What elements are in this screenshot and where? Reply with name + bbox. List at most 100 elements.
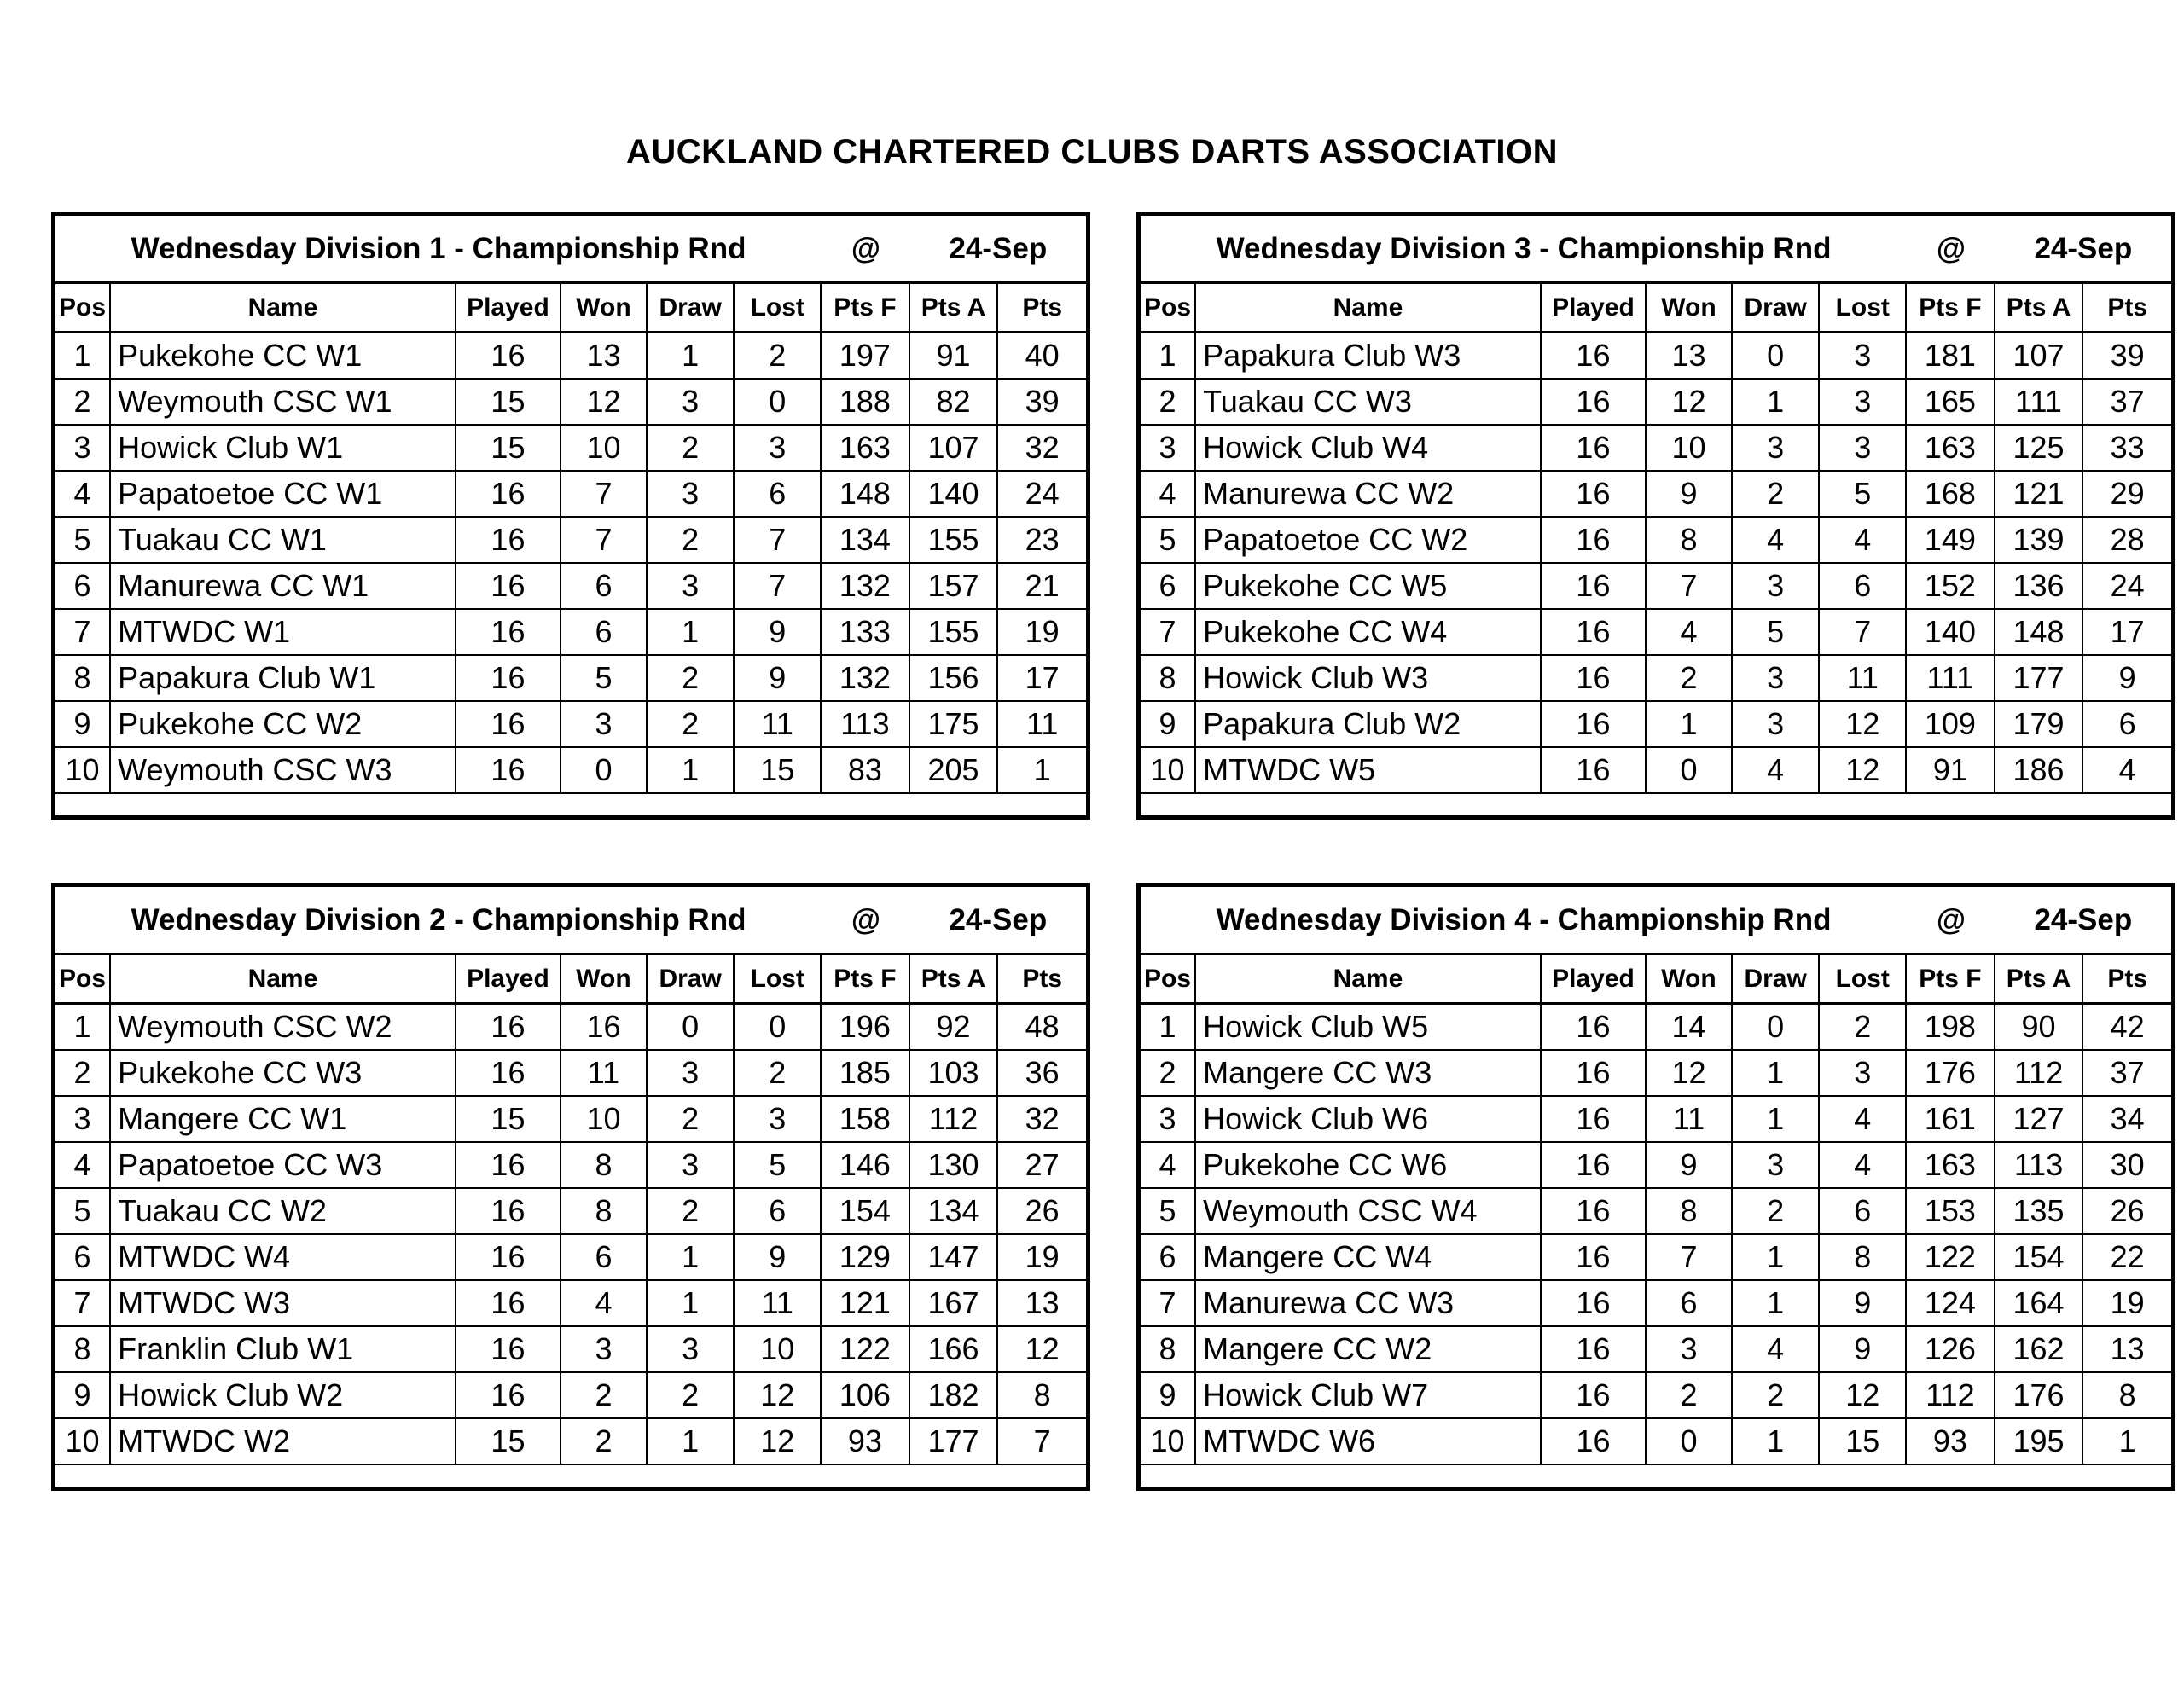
cell-pos: 4 — [1141, 1143, 1197, 1187]
cell-draw: 2 — [648, 426, 735, 470]
cell-pts-f: 154 — [822, 1189, 910, 1233]
cell-lost: 9 — [1820, 1281, 1908, 1325]
cell-won: 11 — [1647, 1097, 1733, 1141]
cell-won: 1 — [1647, 702, 1733, 746]
cell-name: Papatoetoe CC W3 — [111, 1143, 456, 1187]
table-row: 8 Mangere CC W2 16 3 4 9 126 162 13 — [1141, 1327, 2171, 1373]
cell-name: MTWDC W5 — [1196, 748, 1542, 792]
cell-pts: 12 — [1025, 1331, 1060, 1366]
column-header-row: Pos Name Played Won Draw Lost Pts F Pts A Pts — [1141, 284, 2171, 333]
cell-pts-f: 140 — [1907, 610, 1995, 654]
table-row: 10 MTWDC W2 15 2 1 12 93 177 7 — [55, 1419, 1086, 1465]
cell-draw: 0 — [1733, 1005, 1821, 1049]
cell-name: Papakura Club W2 — [1196, 702, 1542, 746]
cell-lost: 9 — [735, 1235, 822, 1279]
cell-lost: 15 — [1820, 1419, 1908, 1464]
table-row: 10 MTWDC W6 16 0 1 15 93 195 1 — [1141, 1419, 2171, 1465]
cell-draw: 0 — [648, 1005, 735, 1049]
cell-lost: 4 — [1820, 1143, 1908, 1187]
cell-pts: 27 — [1025, 1147, 1060, 1182]
cell-won: 5 — [561, 656, 648, 700]
cell-draw: 3 — [648, 472, 735, 516]
column-header-pts-a: Pts A — [910, 955, 999, 1002]
column-header-pts: Pts — [2107, 293, 2148, 322]
cell-won: 12 — [561, 380, 648, 424]
cell-pos: 1 — [55, 333, 112, 378]
table-row: 4 Papatoetoe CC W3 16 8 3 5 146 130 27 — [55, 1143, 1086, 1189]
cell-pos: 6 — [1141, 564, 1197, 608]
cell-pos: 2 — [1141, 1051, 1197, 1095]
round-date: 24-Sep — [2034, 902, 2133, 936]
cell-played: 16 — [1542, 1373, 1647, 1417]
cell-name: Pukekohe CC W2 — [111, 702, 456, 746]
cell-name: Mangere CC W4 — [1196, 1235, 1542, 1279]
cell-won: 0 — [561, 748, 648, 792]
cell-pts-f: 185 — [822, 1051, 910, 1095]
table-row: 8 Franklin Club W1 16 3 3 10 122 166 12 — [55, 1327, 1086, 1373]
cell-name: MTWDC W6 — [1196, 1419, 1542, 1464]
cell-pts: 29 — [2110, 476, 2145, 511]
at-symbol: @ — [851, 902, 880, 936]
cell-pts-f: 124 — [1907, 1281, 1995, 1325]
table-row: 3 Howick Club W4 16 10 3 3 163 125 33 — [1141, 426, 2171, 472]
cell-pos: 8 — [1141, 656, 1197, 700]
column-header-pts: Pts — [1022, 964, 1063, 993]
cell-name: Papakura Club W1 — [111, 656, 456, 700]
cell-name: Weymouth CSC W2 — [111, 1005, 456, 1049]
cell-pts-a: 130 — [910, 1143, 999, 1187]
table-row: 6 MTWDC W4 16 6 1 9 129 147 19 — [55, 1235, 1086, 1281]
cell-lost: 12 — [1820, 1373, 1908, 1417]
cell-name: Weymouth CSC W4 — [1196, 1189, 1542, 1233]
table-row: 9 Papakura Club W2 16 1 3 12 109 179 6 — [1141, 702, 2171, 748]
cell-pos: 2 — [55, 1051, 112, 1095]
cell-pts-f: 126 — [1907, 1327, 1995, 1371]
cell-played: 15 — [456, 380, 562, 424]
table-title-row: Wednesday Division 3 - Championship Rnd … — [1141, 216, 2171, 284]
cell-won: 9 — [1647, 1143, 1733, 1187]
cell-pts-a: 205 — [910, 748, 999, 792]
cell-lost: 0 — [735, 380, 822, 424]
cell-won: 10 — [1647, 426, 1733, 470]
column-header-pos: Pos — [1141, 955, 1197, 1002]
cell-pts-f: 197 — [822, 333, 910, 378]
column-header-draw: Draw — [648, 955, 735, 1002]
cell-played: 16 — [1542, 748, 1647, 792]
cell-played: 16 — [1542, 1097, 1647, 1141]
cell-name: Manurewa CC W2 — [1196, 472, 1542, 516]
column-header-pts-f: Pts F — [822, 955, 910, 1002]
cell-pos: 4 — [55, 472, 112, 516]
cell-pts-f: 132 — [822, 564, 910, 608]
empty-row — [55, 794, 1086, 815]
column-header-won: Won — [561, 284, 648, 331]
division-title: Wednesday Division 3 - Championship Rnd — [1216, 231, 1832, 265]
cell-name: MTWDC W1 — [111, 610, 456, 654]
cell-pts-a: 166 — [910, 1327, 999, 1371]
cell-played: 16 — [456, 518, 562, 562]
cell-played: 16 — [456, 564, 562, 608]
cell-pos: 3 — [1141, 426, 1197, 470]
column-header-name: Name — [111, 284, 456, 331]
cell-won: 2 — [561, 1373, 648, 1417]
cell-pos: 3 — [55, 1097, 112, 1141]
column-header-lost: Lost — [1820, 284, 1908, 331]
cell-pos: 9 — [55, 702, 112, 746]
cell-name: Weymouth CSC W1 — [111, 380, 456, 424]
cell-draw: 4 — [1733, 1327, 1821, 1371]
cell-played: 16 — [456, 1281, 562, 1325]
cell-won: 4 — [1647, 610, 1733, 654]
cell-pos: 4 — [1141, 472, 1197, 516]
cell-draw: 3 — [648, 380, 735, 424]
cell-pos: 1 — [1141, 333, 1197, 378]
division-table-3: Wednesday Division 2 - Championship Rnd … — [51, 883, 1090, 1491]
cell-draw: 3 — [648, 564, 735, 608]
cell-lost: 3 — [1820, 426, 1908, 470]
cell-pts: 19 — [2110, 1285, 2145, 1320]
column-header-pts-f: Pts F — [822, 284, 910, 331]
cell-pts-f: 176 — [1907, 1051, 1995, 1095]
table-row: 7 MTWDC W1 16 6 1 9 133 155 19 — [55, 610, 1086, 656]
table-row: 8 Howick Club W3 16 2 3 11 111 177 9 — [1141, 656, 2171, 702]
column-header-name: Name — [1196, 284, 1542, 331]
cell-won: 7 — [1647, 1235, 1733, 1279]
cell-draw: 1 — [1733, 1097, 1821, 1141]
cell-lost: 2 — [735, 1051, 822, 1095]
